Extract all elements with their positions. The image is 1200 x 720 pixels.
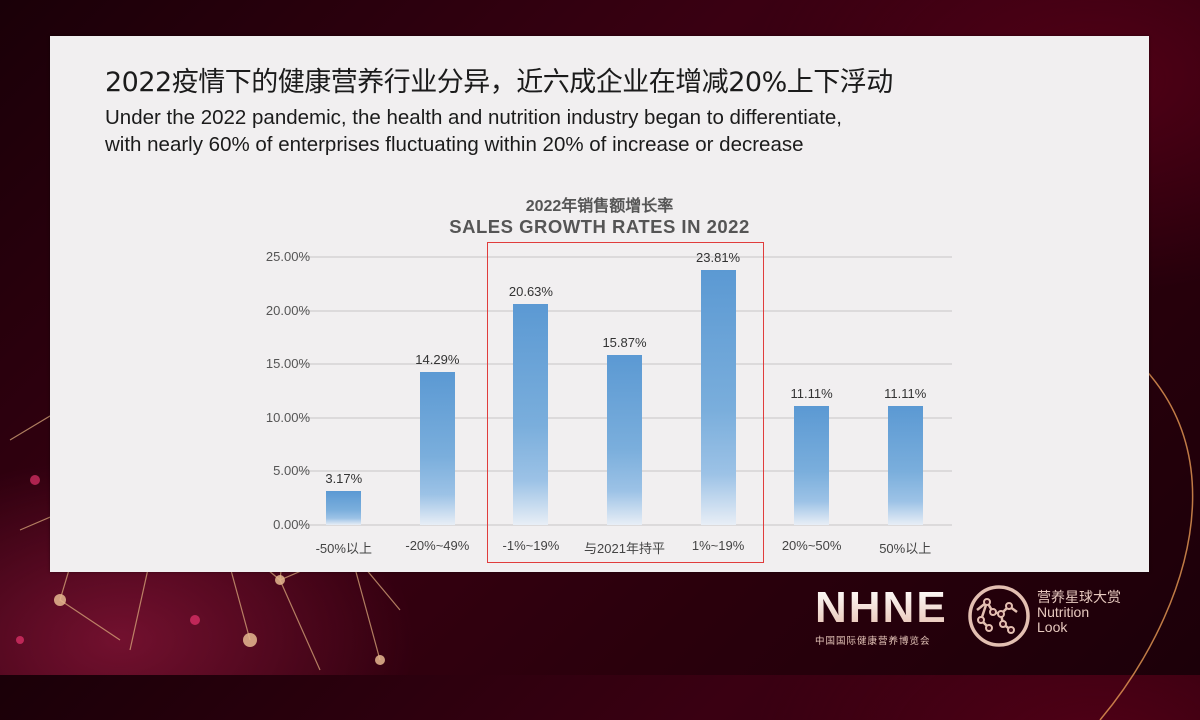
x-category-label: 1%~19%: [691, 538, 745, 553]
bar: [887, 405, 923, 525]
chart-subtitle: SALES GROWTH RATES IN 2022: [449, 216, 750, 237]
nutrition-look-cn: 营养星球大赏: [1037, 589, 1121, 605]
bar: [794, 405, 830, 525]
slide-title-en: Under the 2022 pandemic, the health and …: [105, 104, 1065, 158]
gridline: [297, 256, 952, 258]
bar: [607, 354, 642, 525]
y-tick-label: 25.00%: [265, 249, 310, 264]
x-category-label: 与2021年持平: [584, 541, 665, 556]
y-tick-label: 20.00%: [265, 302, 310, 318]
bar-value-label: 11.11%: [884, 385, 927, 401]
x-category-label: 50%以上: [879, 541, 932, 556]
bar: [419, 371, 455, 525]
nhne-logo: NHNE 中国国际健康营养博览会: [815, 583, 948, 648]
slide-title-en-line2: with nearly 60% of enterprises fluctuati…: [105, 133, 804, 156]
chart-title: 2022年销售额增长率: [525, 198, 674, 215]
bar-value-label: 14.29%: [415, 351, 460, 367]
molecule-ring-icon: [968, 585, 1030, 647]
nutrition-look-text: 营养星球大赏 Nutrition Look: [1037, 590, 1121, 635]
gridline: [297, 309, 952, 312]
slide-title-cn: 2022疫情下的健康营养行业分异，近六成企业在增减20%上下浮动: [105, 67, 893, 98]
y-tick-label: 15.00%: [265, 356, 310, 372]
bar-chart: 0.00% 5.00% 10.00% 15.00% 20.00% 25.00% 3.17% -…: [50, 36, 1149, 572]
bar-value-label: 11.11%: [790, 385, 833, 401]
x-category-label: -50%以上: [315, 541, 372, 556]
bar-value-label: 3.17%: [325, 471, 363, 487]
y-tick-label: 5.00%: [273, 463, 310, 479]
nutrition-look-en1: Nutrition: [1037, 604, 1090, 620]
highlight-box: [487, 242, 764, 563]
bar: [700, 269, 736, 525]
x-category-label: -1%~19%: [502, 538, 560, 553]
y-tick-label: 0.00%: [273, 517, 310, 532]
gridline: [297, 524, 952, 526]
x-category-label: 20%~50%: [781, 538, 842, 553]
bar-value-label: 23.81%: [696, 249, 741, 265]
nhne-logo-text: NHNE: [815, 583, 948, 632]
bar-value-label: 20.63%: [508, 283, 553, 299]
nutrition-look-logo: 营养星球大赏 Nutrition Look: [967, 584, 1137, 650]
x-category-label: -20%~49%: [405, 538, 470, 553]
nutrition-look-en2: Look: [1037, 619, 1068, 635]
content-panel: 2022疫情下的健康营养行业分异，近六成企业在增减20%上下浮动 Under t…: [50, 36, 1149, 572]
y-tick-label: 10.00%: [265, 409, 310, 425]
nhne-logo-subtitle: 中国国际健康营养博览会: [815, 636, 931, 647]
bar-value-label: 15.87%: [602, 334, 647, 350]
slide-title-en-line1: Under the 2022 pandemic, the health and …: [105, 106, 842, 129]
bar: [326, 491, 362, 525]
bar: [513, 303, 549, 525]
